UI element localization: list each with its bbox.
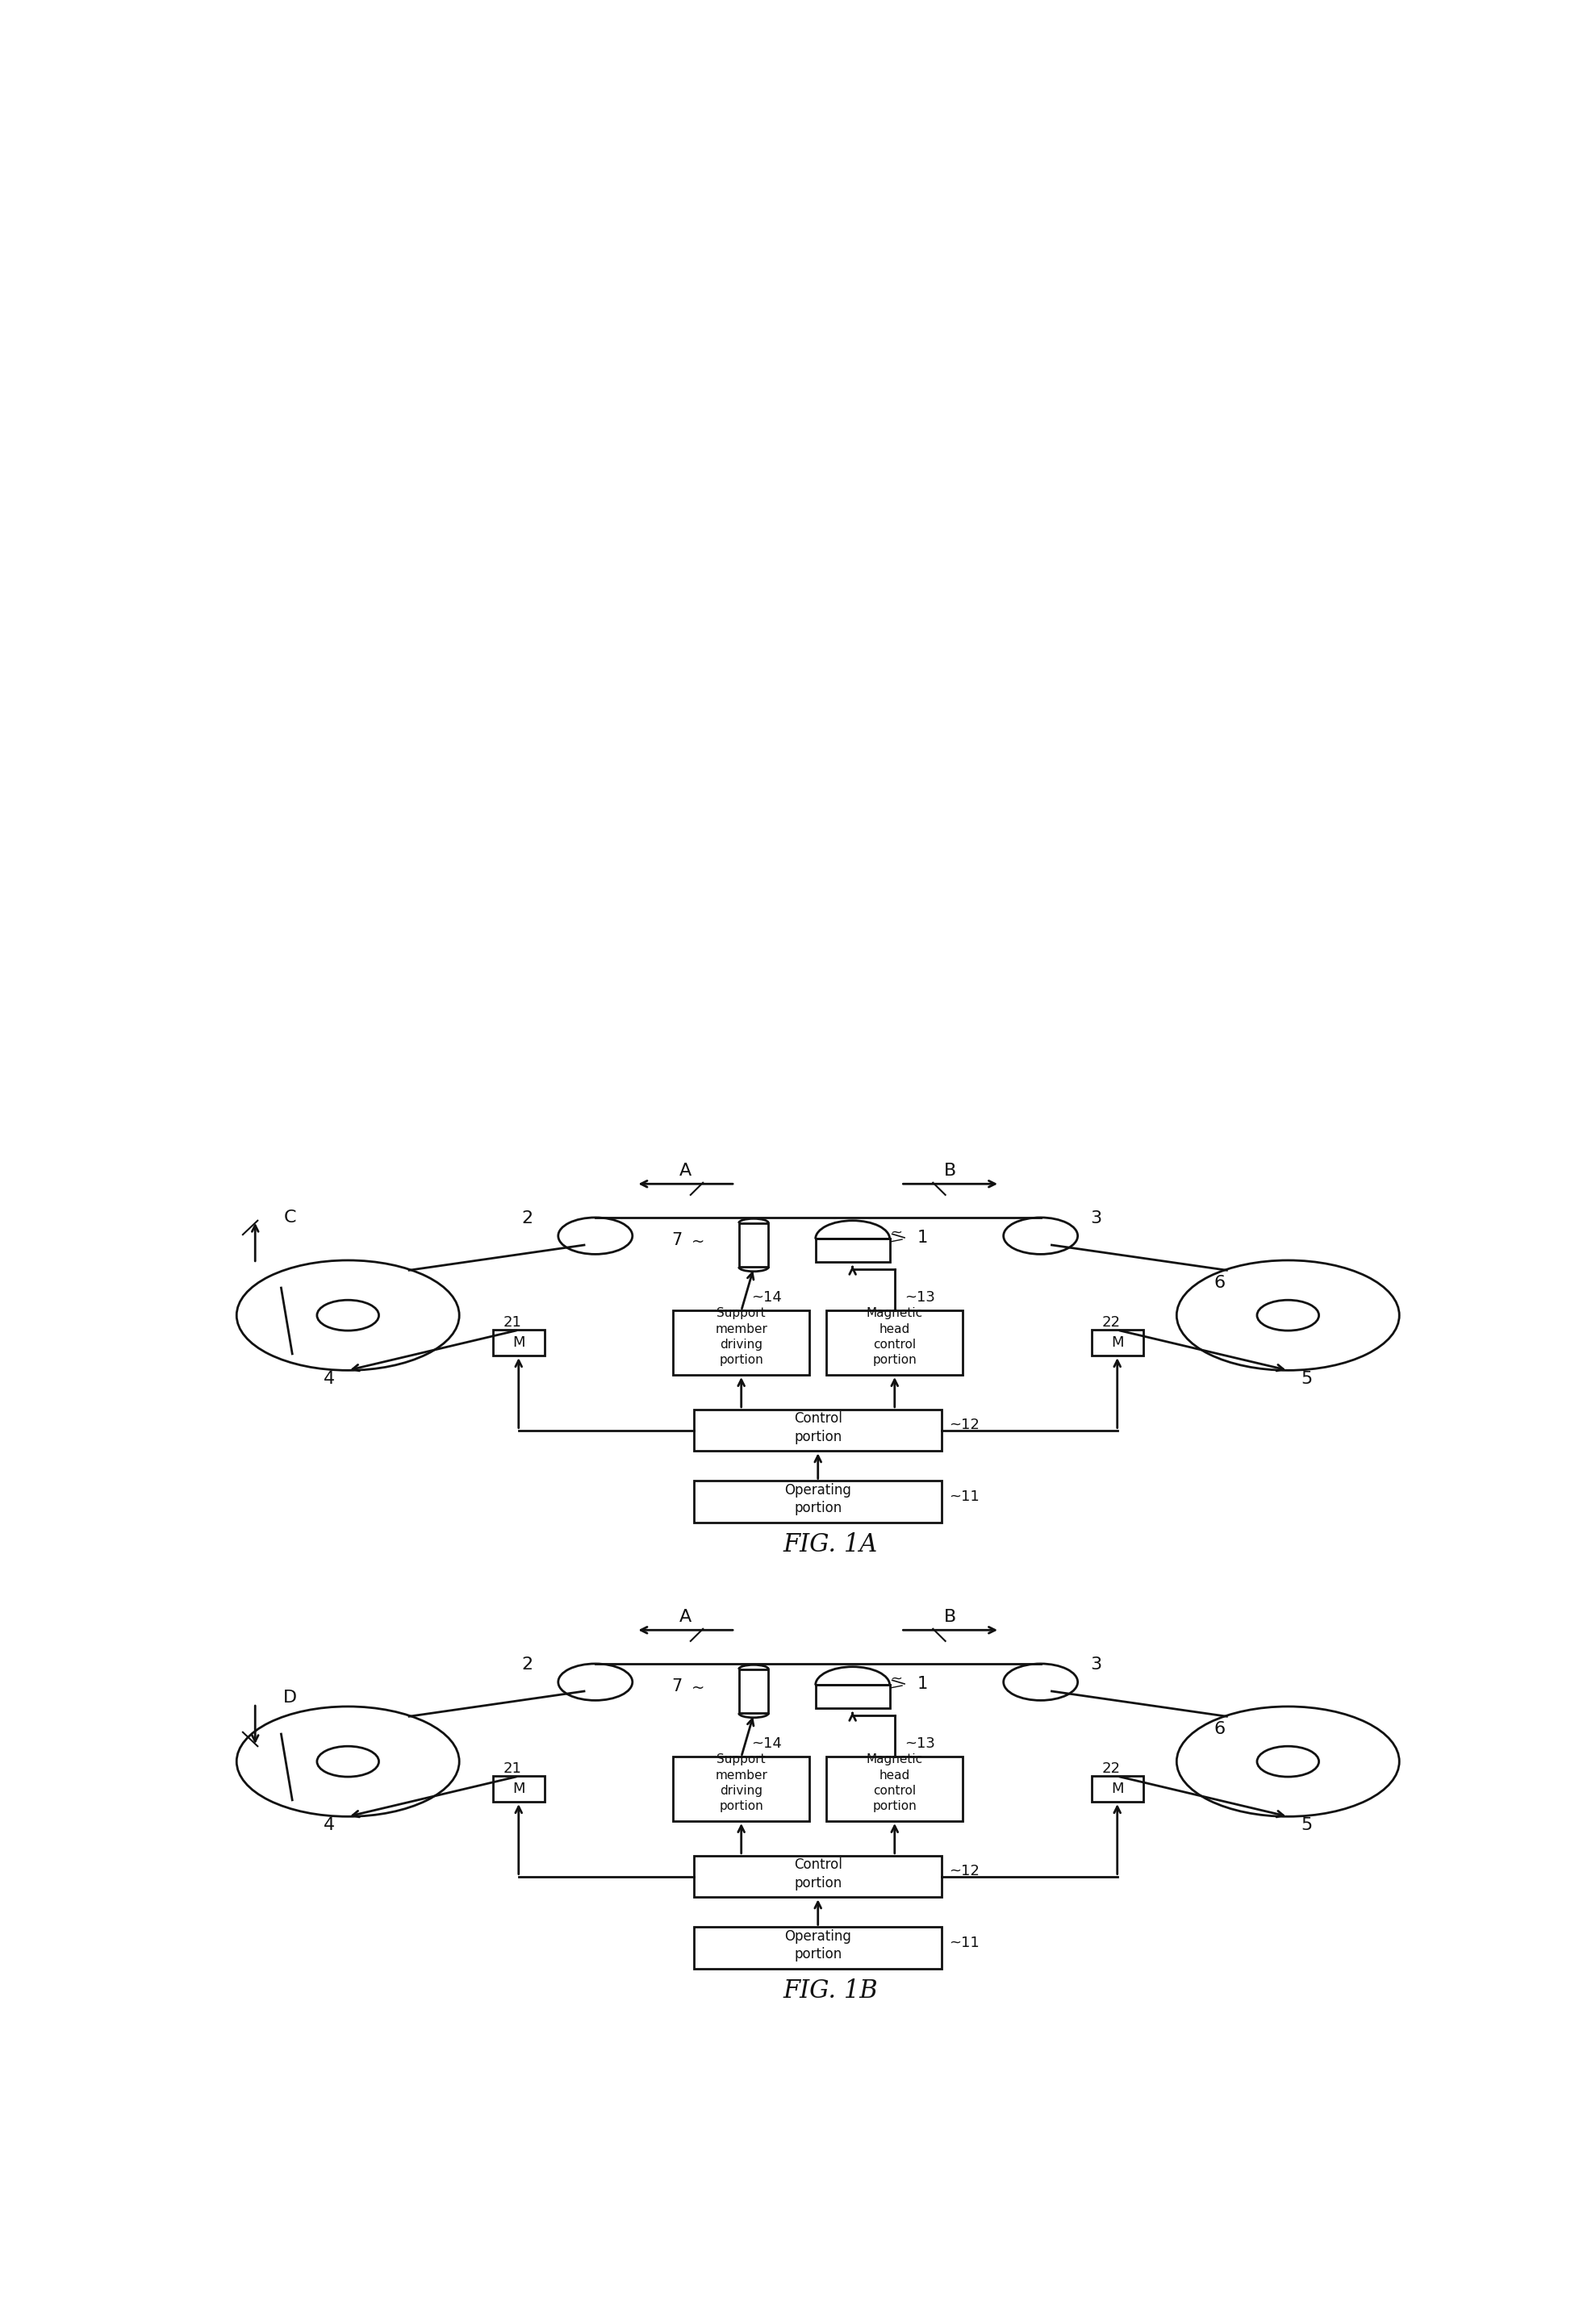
Text: M: M [512, 1782, 525, 1796]
Bar [739, 1222, 769, 1266]
Text: FIG. 1B: FIG. 1B [784, 1977, 878, 2003]
Text: 22: 22 [1101, 1314, 1120, 1331]
Text: ~: ~ [891, 1225, 902, 1241]
Bar [694, 1855, 942, 1897]
Text: 5: 5 [1301, 1372, 1312, 1388]
Text: Operating
portion: Operating portion [785, 1929, 851, 1961]
Text: 6: 6 [1215, 1275, 1226, 1291]
Text: 5: 5 [1301, 1816, 1312, 1832]
Text: ~12: ~12 [950, 1418, 980, 1432]
Bar [674, 1756, 809, 1821]
Text: ~12: ~12 [950, 1865, 980, 1878]
Text: Control
portion: Control portion [793, 1411, 843, 1443]
Text: M: M [1111, 1782, 1124, 1796]
Text: M: M [1111, 1335, 1124, 1349]
Text: 4: 4 [324, 1816, 335, 1832]
Text: A: A [680, 1163, 691, 1179]
Text: C: C [284, 1209, 295, 1225]
Bar [694, 1409, 942, 1450]
Text: ~11: ~11 [950, 1489, 980, 1503]
Text: 7: 7 [672, 1678, 681, 1694]
Text: 7: 7 [672, 1232, 681, 1248]
Text: ~13: ~13 [905, 1736, 935, 1752]
Text: Support
member
driving
portion: Support member driving portion [715, 1754, 768, 1812]
Text: 3: 3 [1090, 1211, 1101, 1227]
Bar [827, 1310, 962, 1374]
Bar [816, 1238, 889, 1261]
Text: A: A [680, 1609, 691, 1625]
Text: 21: 21 [503, 1761, 522, 1777]
Text: 1: 1 [918, 1229, 927, 1245]
Text: ~14: ~14 [752, 1289, 782, 1305]
Bar [827, 1756, 962, 1821]
Text: 1: 1 [918, 1676, 927, 1692]
Text: ~: ~ [691, 1234, 704, 1250]
Bar [694, 1927, 942, 1968]
Text: 2: 2 [522, 1657, 533, 1674]
Text: B: B [945, 1609, 956, 1625]
Text: 4: 4 [324, 1372, 335, 1388]
Bar [739, 1669, 769, 1713]
Text: FIG. 1A: FIG. 1A [784, 1533, 878, 1556]
Text: 6: 6 [1215, 1722, 1226, 1738]
Text: ~: ~ [891, 1671, 902, 1687]
Text: Magnetic
head
control
portion: Magnetic head control portion [867, 1308, 922, 1365]
Text: Magnetic
head
control
portion: Magnetic head control portion [867, 1754, 922, 1812]
Text: ~: ~ [691, 1680, 704, 1697]
Text: M: M [512, 1335, 525, 1349]
Text: Control
portion: Control portion [793, 1858, 843, 1890]
Text: Support
member
driving
portion: Support member driving portion [715, 1308, 768, 1365]
Text: Operating
portion: Operating portion [785, 1482, 851, 1515]
Text: ~13: ~13 [905, 1289, 935, 1305]
Text: 21: 21 [503, 1314, 522, 1331]
Bar [493, 1777, 544, 1802]
Text: 3: 3 [1090, 1657, 1101, 1674]
Bar [1092, 1777, 1143, 1802]
Text: D: D [282, 1690, 297, 1706]
Text: ~14: ~14 [752, 1736, 782, 1752]
Bar [1092, 1331, 1143, 1356]
Text: B: B [945, 1163, 956, 1179]
Bar [674, 1310, 809, 1374]
Text: ~11: ~11 [950, 1936, 980, 1950]
Text: 22: 22 [1101, 1761, 1120, 1777]
Text: 2: 2 [522, 1211, 533, 1227]
Bar [493, 1331, 544, 1356]
Bar [694, 1480, 942, 1522]
Bar [816, 1685, 889, 1708]
